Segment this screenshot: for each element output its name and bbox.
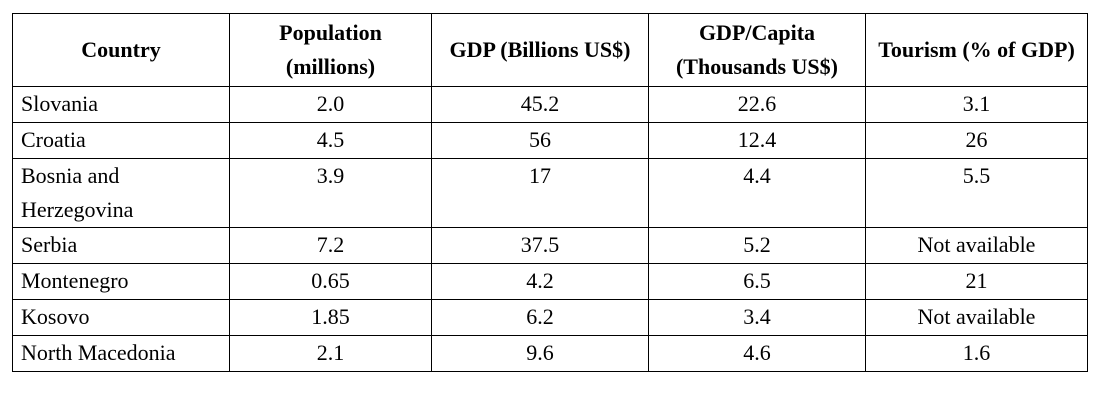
tourism-cell: 21: [865, 263, 1088, 300]
tourism-cell: Not available: [865, 227, 1088, 264]
country-economics-table: Country Population (millions) GDP (Billi…: [12, 13, 1088, 372]
population-cell: 0.65: [229, 263, 432, 300]
gdp-cell: 9.6: [431, 335, 649, 372]
gdp-per-capita-cell: 4.4: [648, 158, 866, 228]
gdp-per-capita-cell: 5.2: [648, 227, 866, 264]
tourism-cell: 1.6: [865, 335, 1088, 372]
country-cell: North Macedonia: [12, 335, 230, 372]
population-cell: 1.85: [229, 299, 432, 336]
gdp-cell: 6.2: [431, 299, 649, 336]
population-cell: 2.0: [229, 86, 432, 123]
header-gdp-per-capita: GDP/Capita (Thousands US$): [648, 13, 866, 87]
table-row: North Macedonia 2.1 9.6 4.6 1.6: [12, 335, 1088, 372]
country-cell: Kosovo: [12, 299, 230, 336]
header-population: Population (millions): [229, 13, 432, 87]
tourism-cell: 3.1: [865, 86, 1088, 123]
tourism-cell: 5.5: [865, 158, 1088, 228]
population-cell: 2.1: [229, 335, 432, 372]
gdp-per-capita-cell: 12.4: [648, 122, 866, 159]
gdp-per-capita-cell: 6.5: [648, 263, 866, 300]
table-row: Kosovo 1.85 6.2 3.4 Not available: [12, 299, 1088, 336]
gdp-cell: 17: [431, 158, 649, 228]
country-cell: Bosnia and Herzegovina: [12, 158, 230, 228]
gdp-per-capita-cell: 4.6: [648, 335, 866, 372]
table-row: Bosnia and Herzegovina 3.9 17 4.4 5.5: [12, 158, 1088, 228]
table-row: Montenegro 0.65 4.2 6.5 21: [12, 263, 1088, 300]
header-tourism: Tourism (% of GDP): [865, 13, 1088, 87]
table-row: Croatia 4.5 56 12.4 26: [12, 122, 1088, 159]
gdp-per-capita-cell: 3.4: [648, 299, 866, 336]
header-country: Country: [12, 13, 230, 87]
country-cell: Montenegro: [12, 263, 230, 300]
header-row: Country Population (millions) GDP (Billi…: [12, 13, 1088, 87]
gdp-cell: 37.5: [431, 227, 649, 264]
population-cell: 7.2: [229, 227, 432, 264]
country-cell: Croatia: [12, 122, 230, 159]
gdp-per-capita-cell: 22.6: [648, 86, 866, 123]
country-cell: Serbia: [12, 227, 230, 264]
gdp-cell: 56: [431, 122, 649, 159]
gdp-cell: 45.2: [431, 86, 649, 123]
table-row: Slovania 2.0 45.2 22.6 3.1: [12, 86, 1088, 123]
country-cell: Slovania: [12, 86, 230, 123]
gdp-cell: 4.2: [431, 263, 649, 300]
tourism-cell: Not available: [865, 299, 1088, 336]
table-row: Serbia 7.2 37.5 5.2 Not available: [12, 227, 1088, 264]
tourism-cell: 26: [865, 122, 1088, 159]
header-gdp: GDP (Billions US$): [431, 13, 649, 87]
population-cell: 3.9: [229, 158, 432, 228]
population-cell: 4.5: [229, 122, 432, 159]
